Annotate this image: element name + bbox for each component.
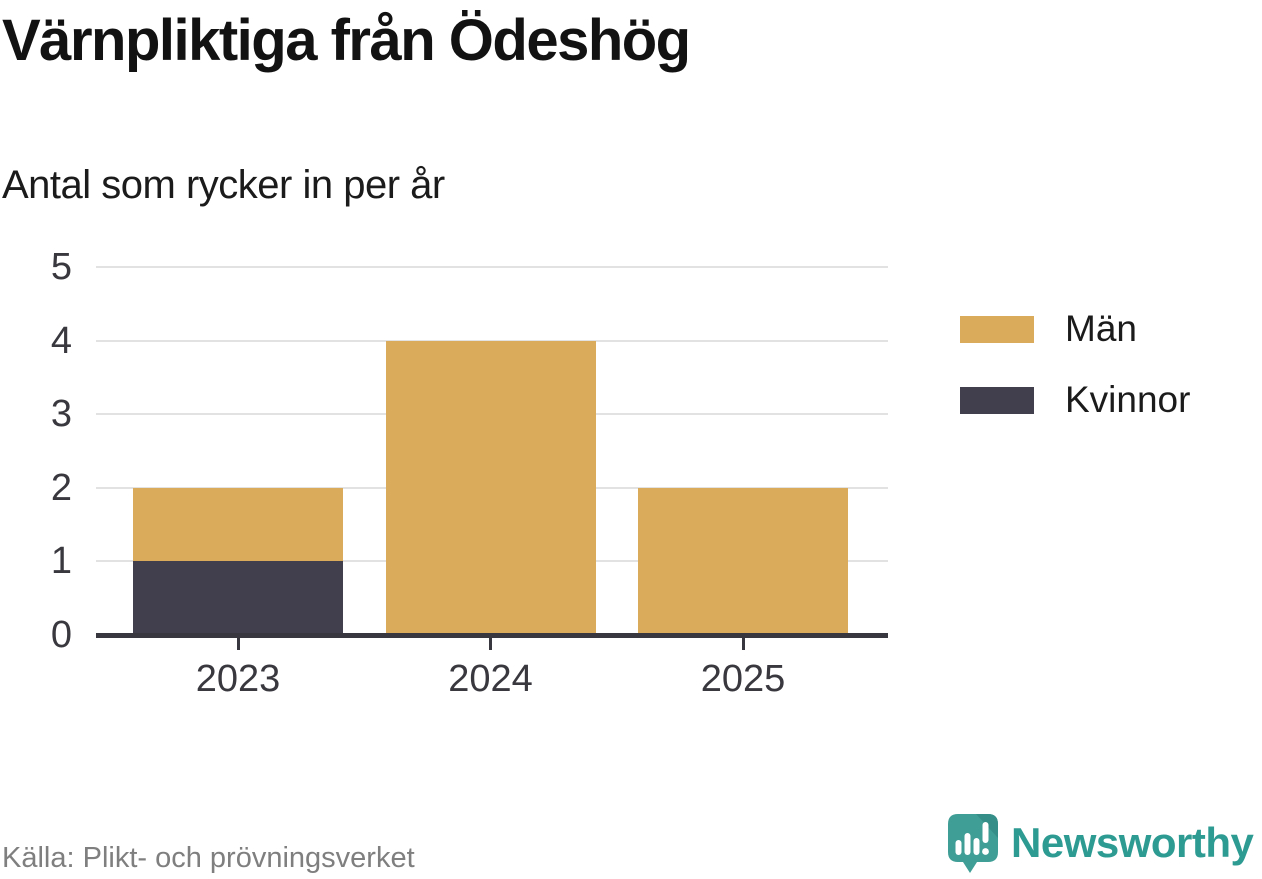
y-axis-label: 1 bbox=[50, 540, 72, 583]
legend-swatch-män bbox=[960, 315, 1034, 343]
y-axis-label: 2 bbox=[50, 466, 72, 509]
legend-item-kvinnor: Kvinnor bbox=[960, 379, 1190, 421]
x-axis-tick-2025 bbox=[741, 637, 745, 650]
y-axis-label: 5 bbox=[50, 246, 72, 288]
legend: Män Kvinnor bbox=[960, 308, 1190, 421]
source-note: Källa: Plikt- och prövningsverket bbox=[2, 842, 415, 874]
x-axis-label-2024: 2024 bbox=[448, 658, 533, 700]
y-axis-label: 3 bbox=[50, 393, 72, 436]
x-axis-line bbox=[96, 633, 888, 638]
chart-subtitle: Antal som rycker in per år bbox=[2, 163, 445, 207]
bar-2024-män bbox=[385, 340, 596, 635]
x-axis-label-2025: 2025 bbox=[700, 658, 786, 700]
y-axis-label: 0 bbox=[50, 614, 72, 656]
x-axis-tick-2023 bbox=[236, 637, 240, 650]
legend-label-män: Män bbox=[1065, 308, 1137, 349]
brand-name: Newsworthy bbox=[1011, 819, 1254, 866]
x-axis-tick-2024 bbox=[489, 637, 492, 650]
x-axis-label-2023: 2023 bbox=[195, 658, 281, 700]
bar-2025-män bbox=[638, 487, 848, 635]
bar-2023-män bbox=[133, 487, 343, 562]
bar-2023-kvinnor bbox=[133, 561, 343, 635]
legend-swatch-kvinnor bbox=[960, 386, 1034, 414]
gridline-y5 bbox=[96, 266, 888, 268]
newsworthy-bubble-chart-icon bbox=[948, 814, 998, 873]
legend-label-kvinnor: Kvinnor bbox=[1065, 379, 1191, 420]
newsworthy-logo: Newsworthy bbox=[946, 812, 1254, 874]
chart-title: Värnpliktiga från Ödeshög bbox=[2, 8, 691, 73]
legend-item-män: Män bbox=[960, 308, 1190, 350]
y-axis-label: 4 bbox=[50, 319, 72, 362]
